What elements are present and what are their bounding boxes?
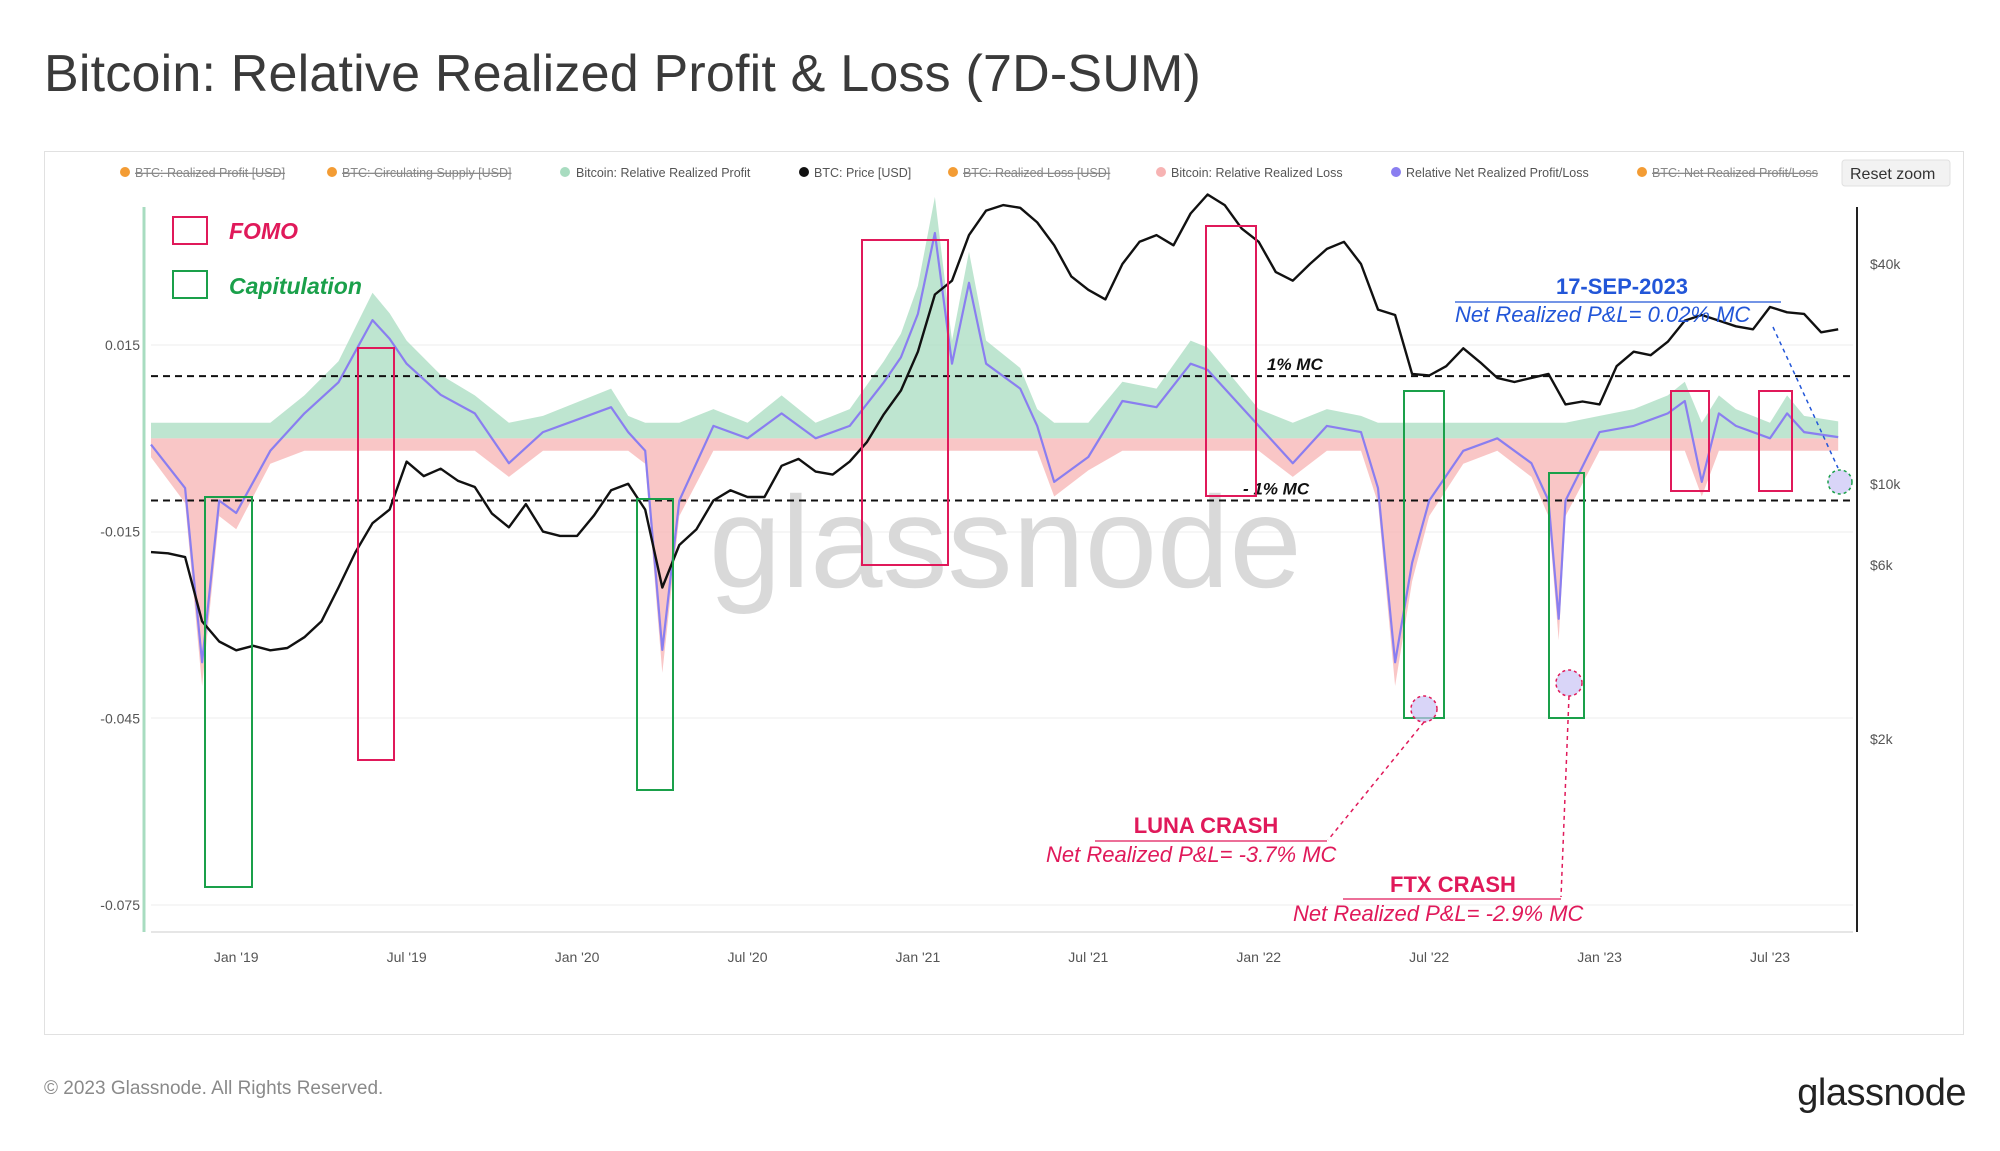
annotation-title: LUNA CRASH xyxy=(1134,813,1279,838)
reference-line-label: 1% MC xyxy=(1267,355,1323,374)
annotation-title: FTX CRASH xyxy=(1390,872,1516,897)
reset-zoom-label: Reset zoom xyxy=(1850,166,1935,183)
legend-item[interactable]: Bitcoin: Relative Realized Loss xyxy=(1171,166,1343,180)
luna-marker xyxy=(1410,695,1438,723)
annotation-sep-2023: 17-SEP-2023 Net Realized P&L= 0.02% MC xyxy=(1455,274,1781,327)
y-left-tick: -0.075 xyxy=(100,897,140,913)
legend-item[interactable]: Bitcoin: Relative Realized Profit xyxy=(576,166,751,180)
grid xyxy=(151,344,1853,906)
legend-item[interactable]: BTC: Realized Profit [USD] xyxy=(135,166,285,180)
fomo-box-1 xyxy=(357,347,395,761)
y-right-tick: $40k xyxy=(1870,256,1901,272)
fomo-box-3 xyxy=(1205,225,1257,497)
x-tick: Jan '19 xyxy=(214,949,259,965)
page-title: Bitcoin: Relative Realized Profit & Loss… xyxy=(44,45,1202,103)
highlight-boxes xyxy=(204,225,1793,888)
annotation-title: 17-SEP-2023 xyxy=(1556,274,1688,299)
capitulation-key-swatch xyxy=(172,270,208,299)
x-tick: Jan '21 xyxy=(896,949,941,965)
y-right-tick: $6k xyxy=(1870,557,1894,573)
chart-svg: glassnode 1% MC - 1% MC xyxy=(100,159,1951,965)
annotation-text: Net Realized P&L= -3.7% MC xyxy=(1046,842,1337,867)
x-tick: Jul '23 xyxy=(1750,949,1790,965)
fomo-key-swatch xyxy=(172,216,208,245)
x-tick: Jan '20 xyxy=(555,949,600,965)
fomo-box-2 xyxy=(861,239,949,566)
annotation-leaders xyxy=(1327,326,1839,898)
legend-item[interactable]: BTC: Net Realized Profit/Loss xyxy=(1652,166,1818,180)
x-tick: Jul '20 xyxy=(727,949,767,965)
legend-item[interactable]: BTC: Price [USD] xyxy=(814,166,911,180)
price-line xyxy=(150,193,1839,652)
relative-net-realized-pl-series xyxy=(150,231,1839,664)
y-left-tick: -0.045 xyxy=(100,710,140,726)
legend-dot-icon xyxy=(327,167,337,177)
reset-zoom-button[interactable]: Reset zoom xyxy=(1841,159,1951,187)
y-right-tick: $2k xyxy=(1870,731,1894,747)
event-markers xyxy=(1410,469,1853,723)
capitulation-key-label: Capitulation xyxy=(229,273,362,299)
copyright-text: © 2023 Glassnode. All Rights Reserved. xyxy=(44,1078,384,1099)
legend: BTC: Realized Profit [USD] BTC: Circulat… xyxy=(120,166,1818,180)
glassnode-logo: glassnode xyxy=(1797,1072,1966,1114)
watermark: glassnode xyxy=(709,469,1302,615)
reference-line-label: - 1% MC xyxy=(1243,480,1310,499)
legend-item[interactable]: BTC: Circulating Supply [USD] xyxy=(342,166,512,180)
highlight-key: FOMO Capitulation xyxy=(172,216,362,299)
y-left-tick: -0.015 xyxy=(100,524,140,540)
x-tick: Jul '19 xyxy=(387,949,427,965)
x-tick: Jan '23 xyxy=(1577,949,1622,965)
x-tick: Jul '21 xyxy=(1068,949,1108,965)
legend-item[interactable]: Relative Net Realized Profit/Loss xyxy=(1406,166,1589,180)
x-tick-labels: Jan '19 Jul '19 Jan '20 Jul '20 Jan '21 Jul '… xyxy=(214,949,1790,965)
relative-realized-profit-area xyxy=(151,196,1839,439)
profit-area-shape xyxy=(151,196,1839,439)
legend-dot-icon xyxy=(948,167,958,177)
legend-dot-icon xyxy=(1156,167,1166,177)
btc-price-series xyxy=(150,193,1839,652)
annotation-ftx: FTX CRASH Net Realized P&L= -2.9% MC xyxy=(1293,872,1584,926)
capitulation-box-2 xyxy=(636,498,674,791)
x-tick: Jan '22 xyxy=(1236,949,1281,965)
legend-dot-icon xyxy=(560,167,570,177)
legend-dot-icon xyxy=(120,167,130,177)
x-tick: Jul '22 xyxy=(1409,949,1449,965)
annotation-text: Net Realized P&L= -2.9% MC xyxy=(1293,901,1584,926)
annotation-text: Net Realized P&L= 0.02% MC xyxy=(1455,302,1750,327)
y-right-tick: $10k xyxy=(1870,476,1901,492)
fomo-box-4 xyxy=(1670,390,1710,492)
reference-lines: 1% MC - 1% MC xyxy=(151,355,1853,502)
ftx-marker xyxy=(1555,669,1583,697)
fomo-box-5 xyxy=(1758,390,1793,492)
legend-dot-icon xyxy=(1391,167,1401,177)
y-right-tick-labels: $40k $10k $6k $2k xyxy=(1870,256,1901,747)
fomo-key-label: FOMO xyxy=(229,218,298,244)
capitulation-box-4 xyxy=(1548,472,1585,719)
y-left-tick-labels: 0.015 -0.015 -0.045 -0.075 xyxy=(100,337,140,913)
legend-dot-icon xyxy=(799,167,809,177)
sep-2023-marker xyxy=(1827,469,1853,495)
annotation-luna: LUNA CRASH Net Realized P&L= -3.7% MC xyxy=(1046,813,1337,867)
legend-dot-icon xyxy=(1637,167,1647,177)
chart-panel: glassnode 1% MC - 1% MC xyxy=(44,151,1964,1035)
net-pl-line xyxy=(150,231,1839,664)
y-left-tick: 0.015 xyxy=(105,337,140,353)
legend-item[interactable]: BTC: Realized Loss [USD] xyxy=(963,166,1110,180)
capitulation-box-1 xyxy=(204,496,253,888)
